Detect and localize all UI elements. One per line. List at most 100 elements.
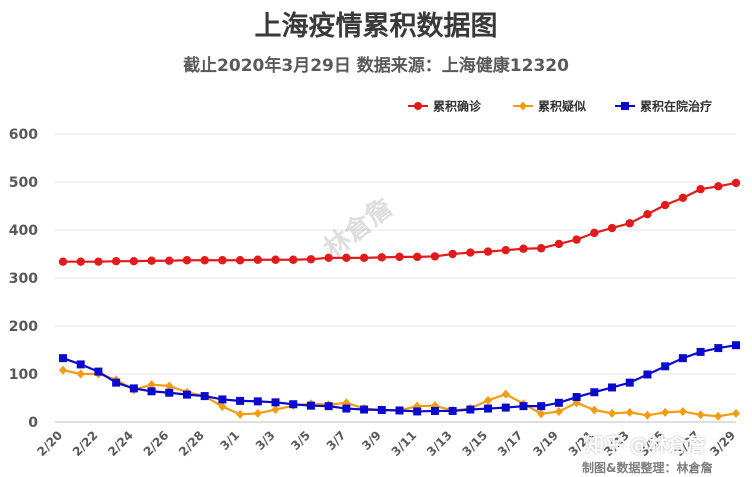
data-point — [661, 362, 670, 371]
data-point — [165, 256, 174, 265]
x-tick-label: 3/29 — [707, 428, 738, 459]
data-point — [643, 209, 652, 219]
series-2 — [59, 341, 740, 416]
legend-label: 累积疑似 — [538, 99, 586, 114]
y-tick-label: 500 — [9, 175, 38, 191]
data-point — [590, 228, 599, 238]
data-point — [590, 405, 599, 415]
data-point — [696, 347, 705, 356]
x-tick-label: 3/13 — [424, 428, 455, 459]
data-point — [76, 360, 85, 369]
data-point — [218, 395, 227, 404]
data-point — [430, 252, 440, 261]
data-point — [253, 255, 263, 264]
data-point — [182, 390, 191, 399]
x-tick-label: 3/7 — [324, 428, 349, 453]
data-point — [519, 244, 528, 253]
series-0 — [58, 178, 741, 266]
data-point — [59, 365, 67, 375]
data-point — [519, 402, 528, 411]
y-tick-label: 600 — [9, 127, 38, 143]
data-point — [678, 193, 688, 203]
data-point — [395, 252, 404, 262]
data-point — [59, 354, 67, 363]
data-point — [430, 406, 439, 415]
data-point — [643, 370, 652, 379]
data-point — [165, 388, 174, 397]
data-point — [324, 253, 333, 263]
data-point — [572, 235, 581, 244]
data-point — [661, 407, 670, 417]
x-tick-label: 3/5 — [288, 428, 313, 453]
legend-marker — [519, 101, 527, 111]
data-point — [111, 257, 121, 266]
chart-title: 上海疫情累积数据图 — [254, 11, 498, 42]
data-point — [218, 402, 227, 412]
data-point — [324, 402, 333, 411]
data-point — [732, 408, 740, 418]
data-point — [147, 380, 156, 390]
x-tick-label: 3/3 — [253, 428, 278, 453]
legend-marker — [621, 102, 629, 110]
data-point — [643, 410, 652, 420]
data-point — [395, 406, 404, 415]
y-tick-label: 0 — [28, 415, 38, 431]
data-point — [625, 219, 634, 228]
data-point — [501, 403, 510, 412]
x-tick-label: 3/11 — [389, 428, 420, 459]
data-point — [271, 255, 280, 264]
data-point — [289, 400, 298, 409]
data-point — [607, 223, 617, 233]
y-axis-ticks: 0 100 200 300 400 500 600 — [9, 127, 38, 431]
legend-label: 累积在院治疗 — [640, 99, 712, 114]
data-point — [129, 257, 139, 266]
data-point — [342, 404, 351, 413]
data-point — [483, 247, 493, 256]
data-point — [289, 255, 298, 264]
y-tick-label: 200 — [9, 319, 38, 335]
data-point — [76, 257, 85, 266]
data-point — [147, 387, 156, 396]
data-point — [218, 256, 227, 265]
data-point — [537, 402, 546, 411]
data-point — [466, 248, 475, 257]
data-point — [413, 252, 422, 262]
data-point — [554, 406, 563, 416]
data-point — [484, 395, 493, 405]
data-point — [536, 244, 546, 253]
y-tick-label: 100 — [9, 367, 38, 383]
data-point — [306, 401, 315, 410]
series-line — [62, 344, 737, 413]
data-point — [413, 407, 422, 416]
data-point — [360, 405, 369, 414]
legend-marker — [414, 102, 422, 110]
x-tick-label: 2/22 — [70, 428, 101, 459]
x-tick-label: 3/1 — [217, 428, 242, 453]
data-point — [236, 409, 245, 419]
series-line — [63, 181, 737, 263]
data-point — [377, 253, 386, 262]
x-tick-label: 3/9 — [359, 428, 384, 453]
data-point — [714, 182, 723, 191]
data-point — [678, 354, 687, 363]
data-point — [625, 378, 634, 387]
data-point — [501, 245, 510, 255]
data-point — [678, 406, 687, 416]
data-point — [484, 404, 493, 413]
data-point — [696, 410, 705, 420]
data-point — [501, 389, 510, 399]
data-point — [342, 253, 351, 263]
data-point — [235, 256, 245, 265]
data-point — [731, 178, 741, 188]
data-point — [271, 398, 280, 407]
data-point — [448, 249, 457, 259]
x-tick-label: 2/20 — [34, 428, 65, 459]
data-point — [94, 257, 103, 266]
chart-subtitle: 截止2020年3月29日 数据来源：上海健康12320 — [183, 56, 569, 76]
data-point — [271, 405, 280, 415]
x-tick-label: 3/15 — [459, 428, 490, 459]
data-point — [165, 381, 174, 391]
data-point — [306, 255, 316, 264]
credit-text: 制图&数据整理：林倉詹 — [582, 461, 713, 475]
zhihu-watermark: 知乎 @林倉詹 — [585, 434, 706, 456]
